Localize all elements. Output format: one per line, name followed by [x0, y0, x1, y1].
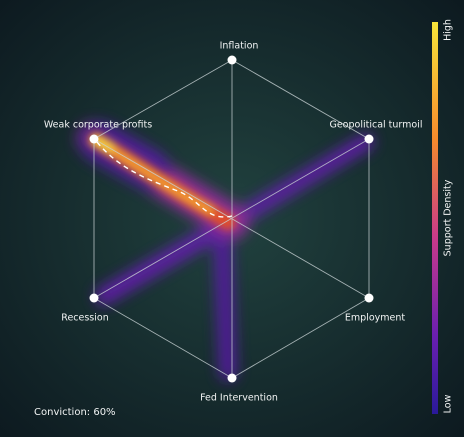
colorbar-low: Low: [443, 394, 454, 413]
colorbar-high: High: [443, 19, 454, 41]
colorbar: [432, 22, 438, 414]
anchor-label: Weak corporate profits: [44, 120, 152, 131]
anchor-label: Recession: [61, 313, 108, 324]
anchor-label: Employment: [345, 313, 405, 324]
anchor-label: Inflation: [220, 41, 259, 52]
colorbar-title: Support Density: [443, 179, 454, 256]
conviction: Conviction: 60%: [34, 407, 116, 418]
anchor-label: Geopolitical turmoil: [329, 120, 422, 131]
anchor-dots: [89, 55, 374, 383]
path-trace: [96, 141, 233, 218]
density-cloud: [77, 122, 374, 381]
anchor-label: Fed Intervention: [200, 393, 278, 404]
